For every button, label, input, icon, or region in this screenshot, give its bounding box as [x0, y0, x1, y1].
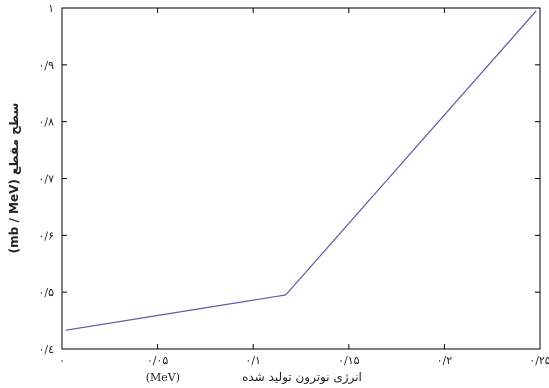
series-group: [65, 10, 537, 331]
x-tick-label: ۰: [59, 354, 65, 367]
x-axis-title: انرژی نوترون تولید شده: [242, 370, 362, 385]
y-axis-title: سطح مقطع (mb / MeV): [7, 103, 21, 254]
series-line: [65, 10, 537, 331]
y-tick-label: ۱: [48, 2, 54, 15]
x-tick-label: ۰/۲: [437, 354, 453, 367]
x-axis-unit: (MeV): [146, 371, 180, 384]
x-tick-label: ۰/۱: [245, 354, 261, 367]
x-tick-label: ۰/۰۵: [147, 354, 169, 367]
y-tick-label: ۰/٤: [38, 343, 54, 356]
x-tick-label: ۰/۱۵: [338, 354, 360, 367]
y-tick-label: ۰/۵: [38, 286, 54, 299]
y-axis-ticks: ۰/٤ ۰/۵ ۰/۶ ۰/۷ ۰/۸ ۰/۹ ۱: [38, 2, 540, 356]
x-tick-label: ۰/۲۵: [529, 354, 549, 367]
y-tick-label: ۰/۸: [38, 116, 54, 129]
y-tick-label: ۰/۶: [38, 229, 54, 242]
plot-frame: [61, 7, 541, 350]
x-axis-ticks: ۰ ۰/۰۵ ۰/۱ ۰/۱۵ ۰/۲ ۰/۲۵: [59, 8, 549, 367]
y-tick-label: ۰/۹: [38, 59, 54, 72]
y-tick-label: ۰/۷: [38, 173, 54, 186]
